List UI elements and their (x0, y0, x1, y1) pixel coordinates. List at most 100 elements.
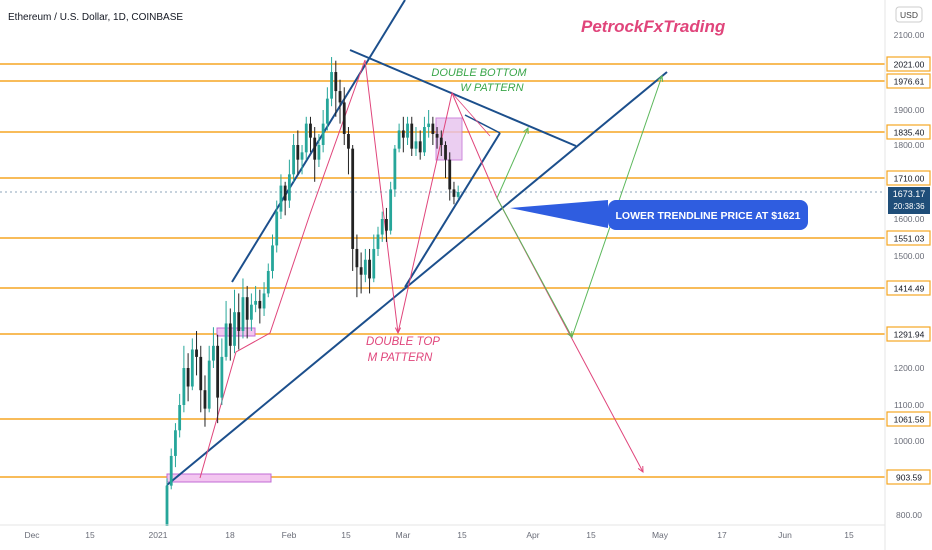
level-tag-3 (886, 170, 931, 186)
candle (266, 263, 270, 298)
level-tag-8 (886, 469, 931, 485)
candle (250, 293, 253, 331)
candles (165, 57, 460, 526)
candle (199, 345, 203, 413)
y-tick-1: 1900.00 (894, 105, 925, 115)
current-price-tag-bg (888, 187, 930, 214)
x-tick-9: 15 (586, 530, 596, 540)
green-arrow-breakout (523, 126, 529, 135)
currency-button[interactable] (895, 6, 923, 23)
candle (296, 130, 300, 175)
candle (182, 345, 186, 413)
green-arrow-low (566, 330, 573, 339)
candle (368, 248, 371, 294)
candle (401, 116, 405, 153)
candle (359, 252, 363, 294)
candle (406, 116, 409, 145)
candle (423, 116, 426, 156)
candle (283, 181, 287, 216)
candle (372, 234, 376, 283)
candle (292, 133, 295, 182)
x-tick-11: 17 (717, 530, 727, 540)
candle (271, 234, 274, 279)
candle (224, 300, 228, 361)
candle (452, 181, 456, 205)
candle (258, 289, 262, 324)
candle (300, 145, 304, 175)
candle (427, 110, 431, 138)
x-tick-3: 18 (225, 530, 235, 540)
candle (174, 423, 177, 468)
candle (220, 338, 224, 405)
candle (313, 127, 317, 182)
price-axis: 2100.00 1900.00 1800.00 1600.00 1500.00 1200.… (894, 30, 925, 520)
level-label-3: 1710.00 (894, 174, 925, 184)
x-tick-6: Mar (396, 530, 411, 540)
current-price-tag: 1673.17 20:38:36 (888, 187, 930, 214)
level-label-5: 1414.49 (894, 284, 925, 294)
candle (418, 130, 422, 160)
candle (338, 79, 342, 124)
level-tag-0 (886, 56, 931, 72)
candle (330, 57, 333, 107)
candle (195, 330, 198, 376)
candle (410, 116, 414, 156)
y-tick-8: 800.00 (896, 510, 922, 520)
pink-neck (451, 92, 491, 137)
candle (321, 110, 325, 153)
level-tag-1 (886, 73, 931, 89)
trend-drawings (166, 0, 668, 520)
pink-arrow-m (394, 327, 402, 335)
level-tag-6 (886, 326, 931, 342)
x-tick-4: Feb (282, 530, 297, 540)
candle (216, 334, 220, 424)
y-tick-6: 1100.00 (894, 400, 924, 410)
y-tick-5: 1200.00 (894, 363, 925, 373)
candle (355, 234, 359, 298)
candle (203, 375, 207, 427)
lower-trendline (166, 71, 668, 486)
candle (448, 152, 452, 201)
level-tag-2 (886, 124, 931, 140)
support-zone (216, 327, 256, 337)
candle (279, 174, 283, 219)
candle (389, 181, 393, 235)
callout-text: LOWER TRENDLINE PRICE AT $1621 (616, 210, 801, 222)
candle (237, 293, 241, 350)
candle (380, 211, 384, 242)
candle (456, 185, 460, 199)
horizontal-levels (0, 63, 885, 478)
inner-support (404, 132, 501, 288)
candle (309, 116, 312, 153)
countdown-label: 20:38:36 (893, 202, 925, 211)
triangle-cap (464, 114, 501, 134)
callout-pointer (510, 200, 608, 228)
green-breakout (496, 127, 529, 199)
candle (254, 285, 258, 313)
demand-zone (166, 473, 272, 483)
level-label-6: 1291.94 (894, 330, 925, 340)
candle (212, 327, 215, 368)
double-top-annotation: DOUBLE TOP M PATTERN (366, 336, 440, 364)
x-tick-13: 15 (844, 530, 854, 540)
candle (169, 448, 173, 490)
candle (287, 159, 291, 208)
candle (363, 248, 367, 283)
candle (444, 141, 447, 178)
candle (233, 289, 236, 354)
candle (435, 127, 439, 149)
green-arrow-high (657, 74, 664, 83)
y-tick-0: 2100.00 (894, 30, 925, 40)
level-label-7: 1061.58 (894, 415, 925, 425)
x-tick-10: May (652, 530, 669, 540)
x-tick-8: Apr (526, 530, 539, 540)
y-tick-7: 1000.00 (894, 436, 925, 446)
pink-pattern-path (199, 59, 498, 479)
candle (165, 478, 169, 526)
double-bottom-line2: W PATTERN (460, 82, 523, 94)
x-tick-7: 15 (457, 530, 467, 540)
level-tag-7 (886, 411, 931, 427)
level-tags: 2021.00 1976.61 1835.40 1710.00 1551.03 1414.… (886, 56, 931, 485)
double-top-line2: M PATTERN (368, 352, 433, 364)
